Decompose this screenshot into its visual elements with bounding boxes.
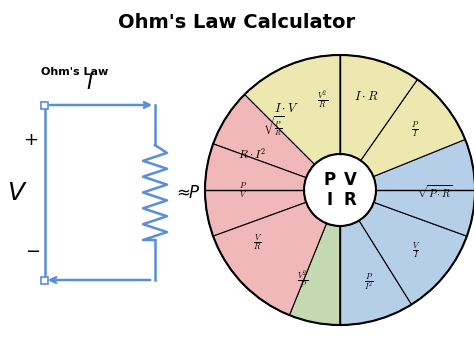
Wedge shape <box>361 79 465 177</box>
Text: $I \cdot R$: $I \cdot R$ <box>355 90 379 103</box>
Wedge shape <box>245 55 340 165</box>
Text: Ohm's Law Calculator: Ohm's Law Calculator <box>118 13 356 32</box>
Text: $\frac{V^2}{P}$: $\frac{V^2}{P}$ <box>297 269 309 291</box>
Wedge shape <box>245 216 327 315</box>
Text: $\frac{P}{V}$: $\frac{P}{V}$ <box>238 180 247 200</box>
Wedge shape <box>340 220 411 325</box>
Wedge shape <box>359 202 467 304</box>
Bar <box>42 101 48 108</box>
Text: $R \cdot I^2$: $R \cdot I^2$ <box>238 146 267 161</box>
Text: I: I <box>327 191 333 209</box>
Wedge shape <box>213 94 315 178</box>
Text: Ohm's Law: Ohm's Law <box>41 67 109 77</box>
Wedge shape <box>213 202 327 315</box>
Wedge shape <box>374 139 474 236</box>
Text: V: V <box>344 171 356 189</box>
Text: $\frac{P}{I^2}$: $\frac{P}{I^2}$ <box>364 272 374 293</box>
Text: $\sqrt{\frac{P}{R}}$: $\sqrt{\frac{P}{R}}$ <box>263 114 285 138</box>
Wedge shape <box>340 55 418 160</box>
Text: +: + <box>24 131 38 149</box>
Text: $I$: $I$ <box>86 73 94 93</box>
Bar <box>42 277 48 284</box>
Text: −: − <box>26 243 41 261</box>
Text: P: P <box>324 171 336 189</box>
Circle shape <box>304 154 376 226</box>
Text: $\approx\!\!P$: $\approx\!\!P$ <box>173 184 200 201</box>
Text: $V$: $V$ <box>7 180 27 205</box>
Text: $I \cdot V$: $I \cdot V$ <box>274 102 299 115</box>
Text: $\frac{V}{I}$: $\frac{V}{I}$ <box>412 241 420 260</box>
Wedge shape <box>290 223 340 325</box>
Wedge shape <box>205 190 315 285</box>
Wedge shape <box>205 144 306 236</box>
Text: $\frac{V}{R}$: $\frac{V}{R}$ <box>253 232 263 252</box>
Text: $\frac{V^2}{R}$: $\frac{V^2}{R}$ <box>317 88 328 111</box>
Text: $\sqrt{P \cdot R}$: $\sqrt{P \cdot R}$ <box>417 183 452 200</box>
Text: R: R <box>344 191 356 209</box>
Text: $\frac{P}{I}$: $\frac{P}{I}$ <box>411 119 419 139</box>
